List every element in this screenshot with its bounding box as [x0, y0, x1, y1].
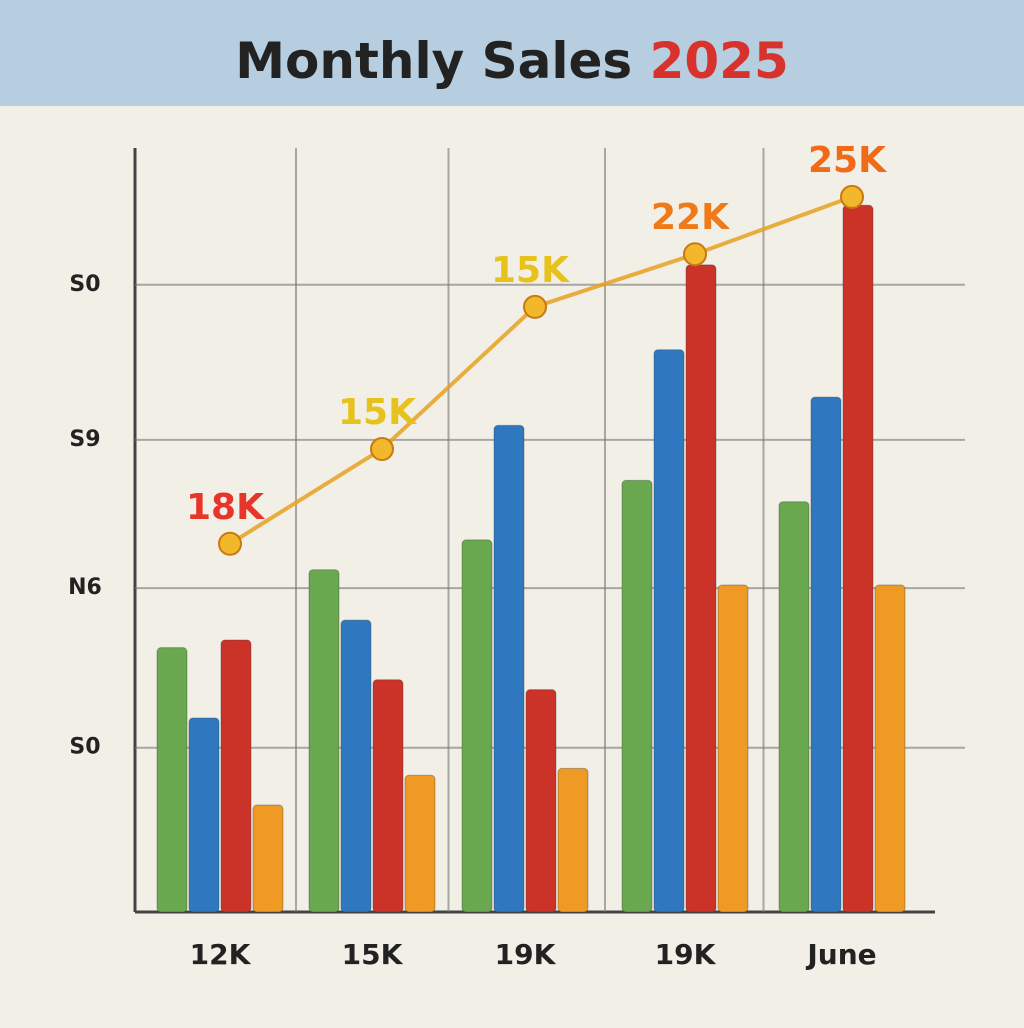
bar	[557, 767, 589, 913]
annotation: 15K	[338, 392, 417, 433]
trend-marker	[218, 531, 242, 556]
bar	[188, 717, 220, 913]
trend-marker	[370, 437, 394, 462]
bar	[717, 584, 749, 913]
trend-marker	[683, 242, 707, 267]
title-banner	[0, 0, 1024, 106]
bar	[685, 264, 717, 913]
annotation: 18K	[186, 487, 265, 528]
y-tick-label: S0	[69, 272, 100, 297]
bar	[220, 639, 252, 913]
bar	[156, 647, 188, 913]
trend-marker	[523, 294, 547, 319]
trend-marker	[840, 184, 864, 209]
x-tick-label: 15K	[342, 938, 404, 971]
bar	[308, 569, 340, 913]
y-tick-label: S9	[69, 427, 100, 452]
x-tick-label: 19K	[655, 938, 717, 971]
bar	[842, 204, 874, 913]
bar	[778, 501, 810, 913]
bar	[653, 349, 685, 913]
chart-title: Monthly Sales 2025	[235, 32, 789, 90]
x-tick-label: June	[805, 938, 876, 971]
bar	[252, 804, 284, 913]
title-text: Monthly Sales	[235, 32, 632, 90]
bar	[874, 584, 906, 913]
bar	[493, 424, 525, 913]
x-tick-label: 12K	[190, 938, 252, 971]
y-tick-label: S0	[69, 735, 100, 760]
annotation: 22K	[651, 197, 730, 238]
bar	[372, 679, 404, 913]
bar	[340, 619, 372, 913]
bar	[525, 689, 557, 913]
bar	[404, 774, 436, 913]
bar	[621, 479, 653, 913]
y-tick-label: N6	[68, 575, 102, 600]
title-year: 2025	[650, 32, 789, 90]
bar	[461, 539, 493, 913]
annotation: 15K	[491, 250, 570, 291]
x-tick-label: 19K	[495, 938, 557, 971]
bar	[810, 396, 842, 913]
annotation: 25K	[808, 140, 887, 181]
